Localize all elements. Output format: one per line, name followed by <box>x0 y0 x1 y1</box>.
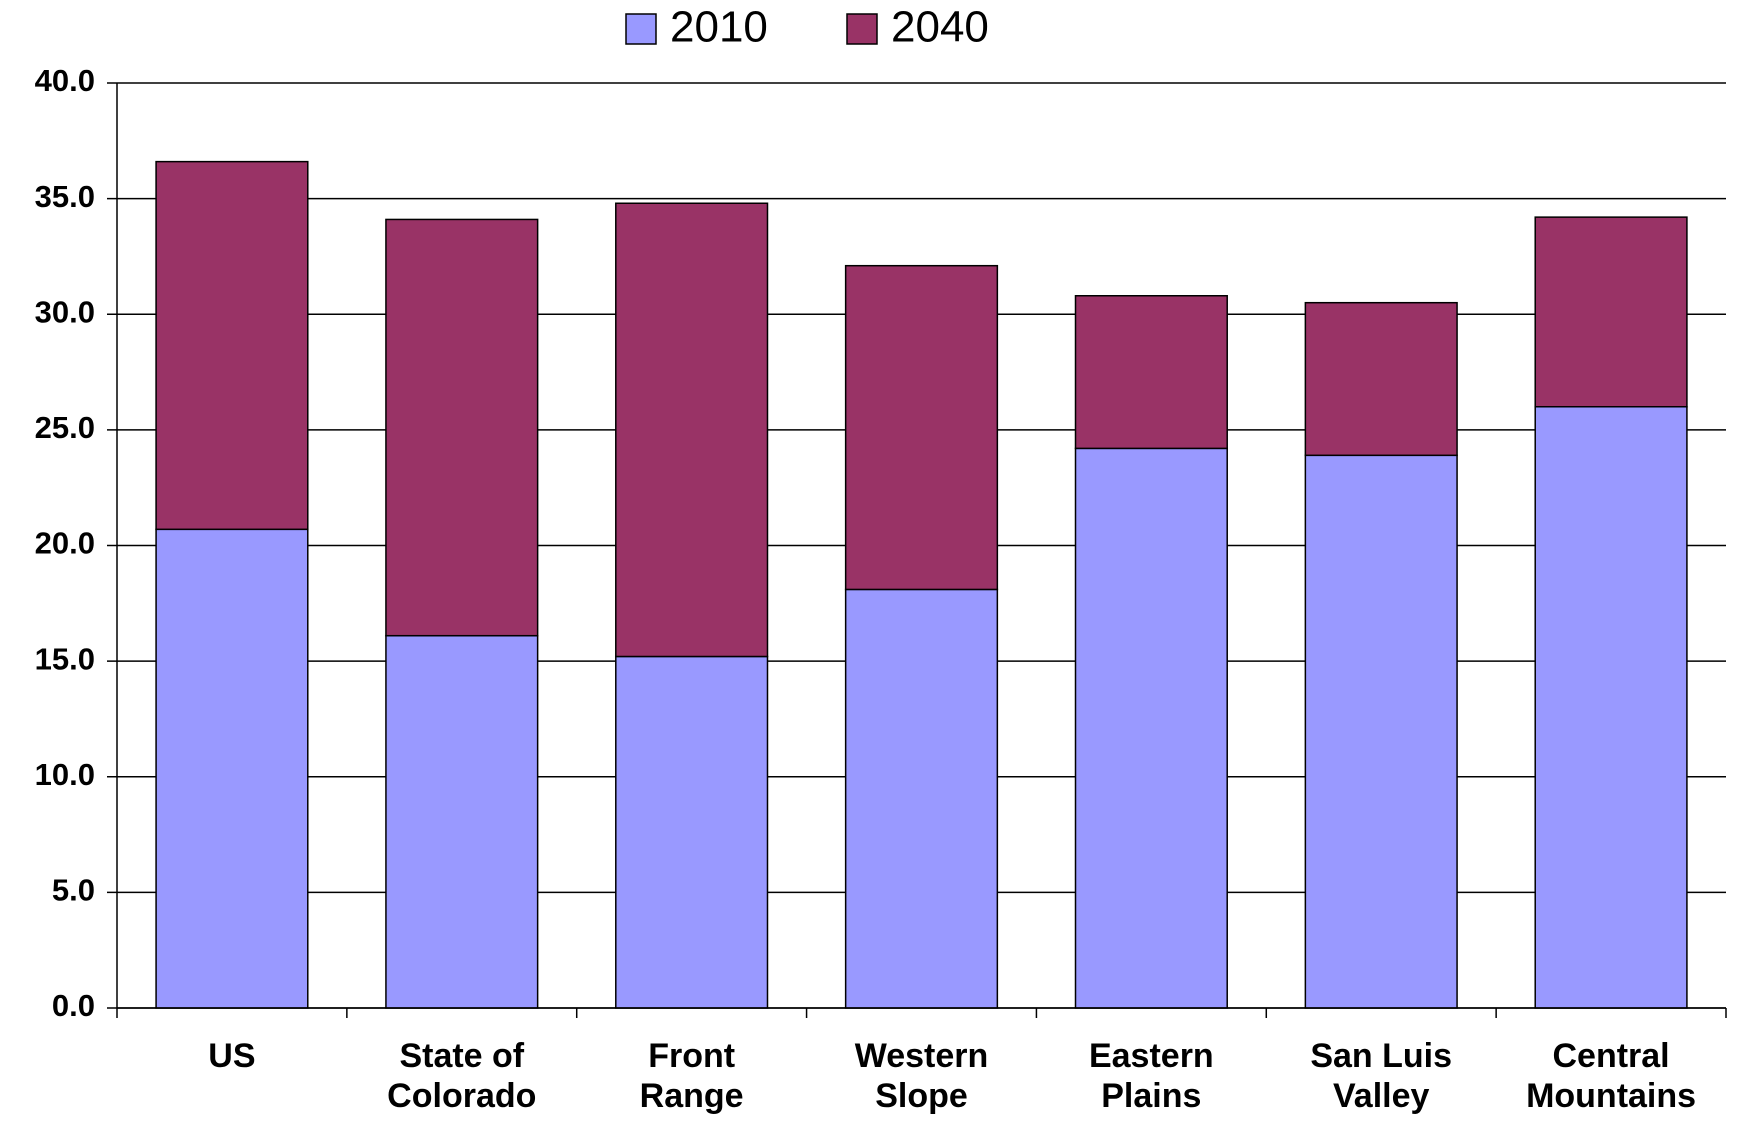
legend-swatch <box>625 13 657 45</box>
x-tick-label: Front Range <box>639 1037 744 1115</box>
y-tick-label: 25.0 <box>35 410 95 445</box>
bar-segment <box>615 202 769 658</box>
bar-segment <box>155 160 309 531</box>
y-tick-label: 15.0 <box>35 641 95 676</box>
bar-segment <box>1074 295 1228 450</box>
x-tick-label: Central Mountains <box>1526 1037 1697 1115</box>
bar-segment <box>385 218 539 637</box>
y-tick-label: 10.0 <box>35 757 95 792</box>
legend-label: 2040 <box>891 3 989 52</box>
y-tick-label: 20.0 <box>35 526 95 561</box>
bar-segment <box>385 634 539 1009</box>
x-tick-label: US <box>208 1037 256 1075</box>
bar-segment <box>1304 454 1458 1009</box>
bar-segment <box>844 588 999 1009</box>
legend-swatch <box>846 13 878 45</box>
y-tick-label: 0.0 <box>52 988 95 1023</box>
bar-segment <box>844 264 999 591</box>
bar-segment <box>155 528 309 1009</box>
x-tick-label: Eastern Plains <box>1088 1037 1214 1115</box>
bar-segment <box>1534 216 1688 408</box>
x-tick-label: Western Slope <box>854 1037 989 1115</box>
x-tick-label: State of Colorado <box>387 1037 537 1115</box>
y-tick-label: 30.0 <box>35 294 95 329</box>
x-tick-label: San Luis Valley <box>1310 1037 1453 1115</box>
bar-segment <box>1074 447 1228 1009</box>
y-tick-label: 5.0 <box>52 873 95 908</box>
y-tick-label: 35.0 <box>35 179 95 214</box>
legend-label: 2010 <box>670 3 768 52</box>
bar-segment <box>1304 301 1458 457</box>
bar-segment <box>1534 406 1688 1009</box>
y-tick-label: 40.0 <box>35 63 95 98</box>
bar-segment <box>615 655 769 1009</box>
